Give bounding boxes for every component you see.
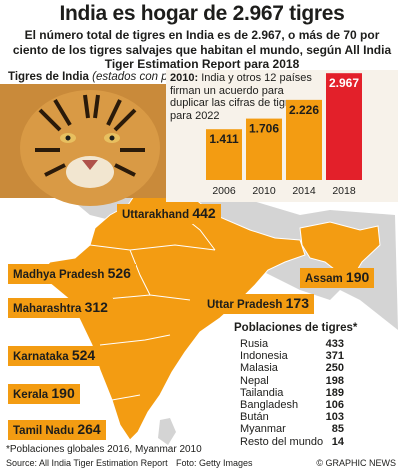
population-row: Myanmar 85	[240, 423, 344, 435]
population-value: 103	[325, 411, 344, 424]
bar-2014	[286, 99, 322, 180]
bar-chart-caption: 2010: India y otros 12 países firman un …	[170, 72, 320, 122]
page-title: India es hogar de 2.967 tigres	[59, 2, 345, 25]
state-name: Kerala	[13, 389, 49, 401]
bar-value-label: 2.226	[289, 103, 319, 117]
state-value: 173	[285, 295, 309, 311]
state-value: 190	[345, 269, 370, 285]
bar-caption-text: India y otros 12 países firman un acuerd…	[170, 72, 312, 122]
tiger-muzzle	[66, 156, 114, 188]
tiger-nose	[82, 160, 98, 170]
state-value: 312	[84, 299, 108, 315]
population-value: 106	[325, 399, 344, 411]
population-row: Indonesia 371	[240, 350, 344, 362]
bar-2006	[206, 129, 242, 180]
bar-2010	[246, 118, 282, 180]
bar-category-label: 2006	[212, 185, 236, 197]
population-country: Rusia	[240, 338, 269, 350]
state-borders	[89, 209, 216, 401]
bar-value-label: 2.967	[329, 76, 359, 90]
state-value: 526	[107, 265, 131, 281]
bar-category-label: 2010	[252, 185, 276, 197]
bar-caption-year: 2010:	[170, 72, 199, 84]
population-country: Bangladesh	[240, 399, 299, 411]
state-label-madhya-pradesh: Madhya Pradesh 526	[8, 264, 136, 284]
population-country: Myanmar	[240, 423, 286, 436]
population-row: Resto del mundo 14	[240, 436, 344, 448]
source-credit: Source: All India Tiger Estimation Repor…	[6, 458, 168, 468]
footnote: *Poblaciones globales 2016, Myanmar 2010	[6, 444, 202, 455]
state-label-assam: Assam 190	[300, 268, 375, 288]
population-value: 250	[325, 362, 344, 375]
sri-lanka	[158, 418, 176, 445]
bar-value-label: 1.706	[249, 122, 279, 136]
state-name: Uttar Pradesh	[207, 299, 283, 311]
state-name: Assam	[305, 273, 343, 285]
population-value: 85	[331, 423, 344, 436]
state-name: Madhya Pradesh	[13, 269, 105, 281]
population-value: 433	[325, 338, 344, 350]
state-label-uttarakhand: Uttarakhand 442	[117, 204, 221, 224]
state-value: 442	[192, 205, 216, 221]
brand-credit: © GRAPHIC NEWS	[316, 458, 396, 468]
state-name: Maharashtra	[13, 303, 82, 315]
population-row: Bangladesh 106	[240, 399, 344, 411]
population-country: Tailandia	[240, 386, 284, 399]
population-row: Nepal 198	[240, 375, 344, 387]
population-country: Resto del mundo	[240, 435, 324, 448]
map-title-bold: Tigres de India	[8, 71, 89, 83]
population-row: Malasia 250	[240, 362, 344, 374]
bar-category-label: 2014	[292, 185, 316, 197]
state-name: Uttarakhand	[122, 209, 190, 221]
population-value: 371	[325, 350, 344, 363]
tiger-stripes	[35, 94, 145, 177]
populations-title: Poblaciones de tigres*	[234, 322, 358, 334]
state-label-kerala: Kerala 190	[8, 384, 80, 404]
state-label-karnataka: Karnataka 524	[8, 346, 101, 366]
state-name: Tamil Nadu	[13, 425, 75, 437]
state-value: 264	[77, 421, 101, 437]
india-mainland	[37, 139, 306, 441]
population-row: Rusia 433	[240, 338, 344, 350]
bar-category-label: 2018	[332, 185, 356, 197]
state-label-uttar-pradesh: Uttar Pradesh 173	[202, 294, 314, 314]
state-name: Karnataka	[13, 351, 69, 363]
bar-value-label: 1.411	[209, 132, 239, 146]
population-value: 189	[325, 386, 344, 399]
bar-2018	[326, 73, 362, 180]
state-value: 190	[51, 385, 75, 401]
page-subtitle: El número total de tigres en India es de…	[12, 28, 392, 71]
state-label-maharashtra: Maharashtra 312	[8, 298, 113, 318]
state-label-tamil-nadu: Tamil Nadu 264	[8, 420, 106, 440]
population-country: Indonesia	[240, 350, 288, 363]
population-country: Malasia	[240, 362, 278, 375]
population-row: Tailandia 189	[240, 387, 344, 399]
population-row: Bután 103	[240, 411, 344, 423]
state-value: 524	[71, 347, 96, 363]
population-country: Nepal	[240, 374, 269, 387]
population-value: 198	[325, 374, 344, 387]
population-country: Bután	[240, 411, 269, 424]
population-value: 14	[331, 435, 344, 448]
photo-credit: Foto: Getty Images	[176, 458, 253, 468]
